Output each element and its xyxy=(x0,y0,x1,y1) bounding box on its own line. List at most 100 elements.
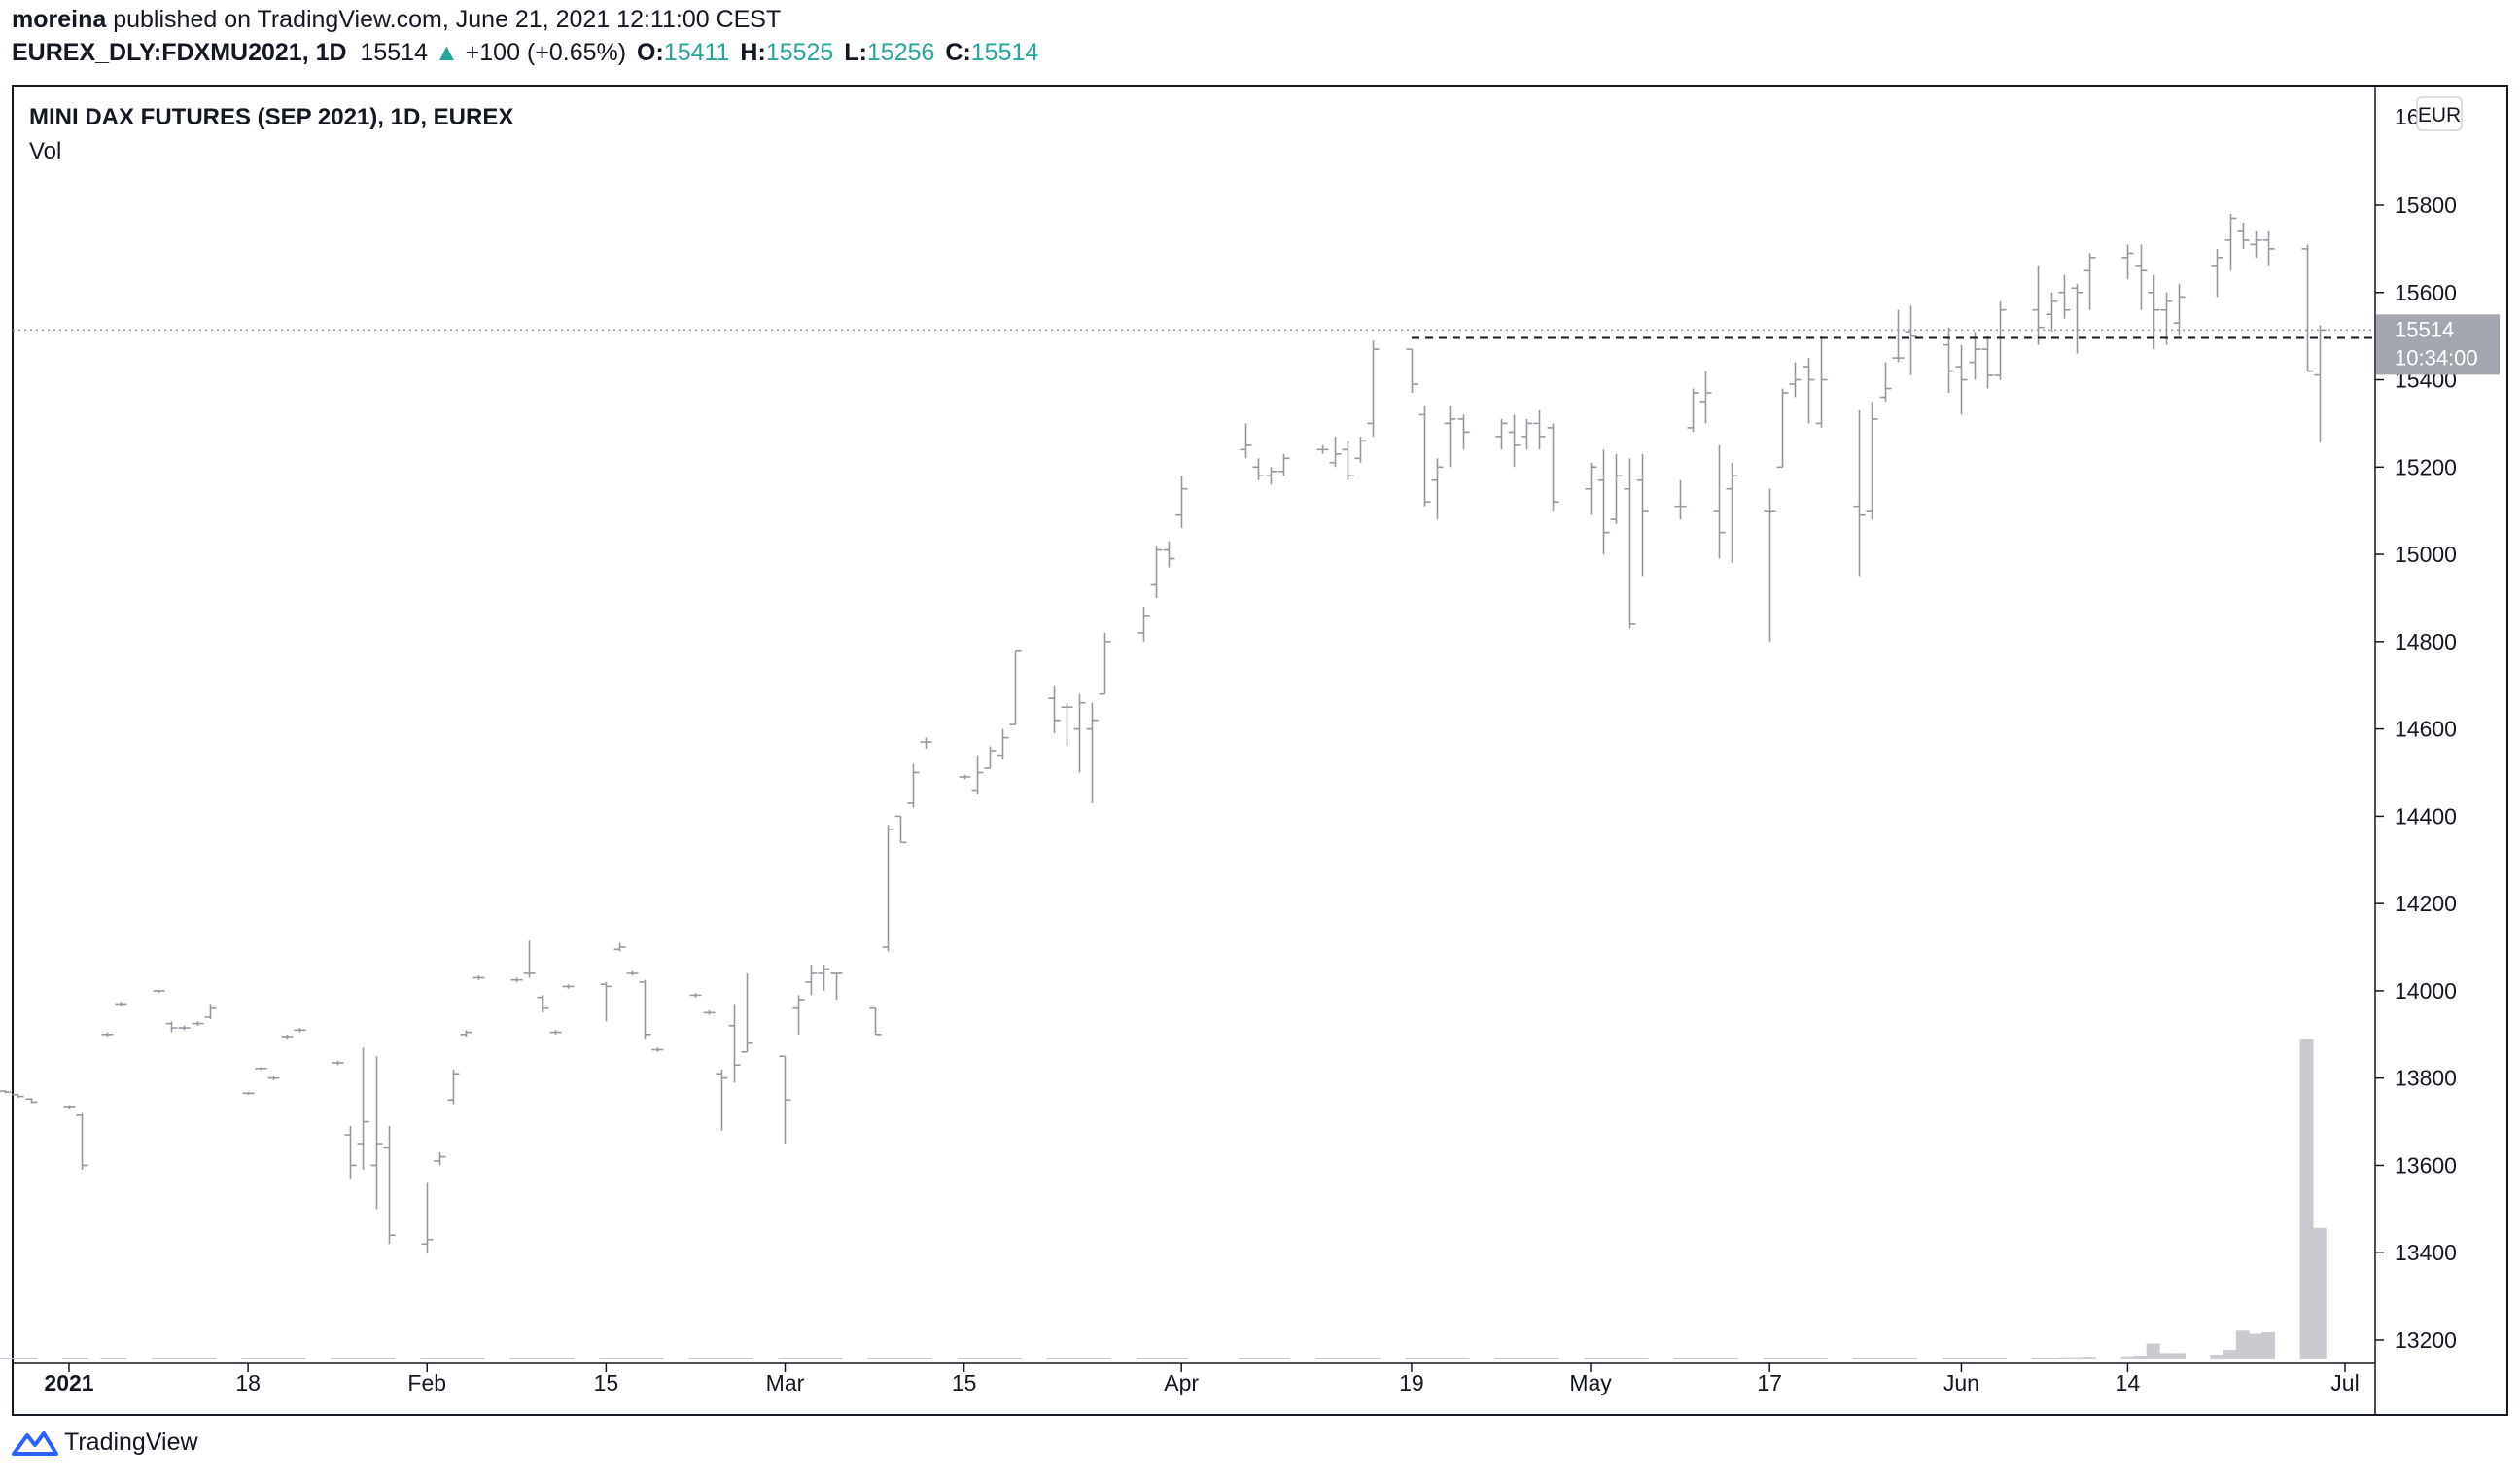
ohlc-bar xyxy=(383,1126,396,1245)
time-tick-label: 2021 xyxy=(44,1370,93,1395)
ohlc-bar xyxy=(1048,685,1061,734)
ohlc-bar xyxy=(63,1105,76,1110)
volume-bar xyxy=(0,1358,13,1359)
ohlc-bar xyxy=(204,1004,217,1020)
ohlc-bar xyxy=(2314,325,2327,443)
volume-bar xyxy=(649,1358,664,1359)
volume-bar xyxy=(1877,1358,1892,1359)
ohlc-bar xyxy=(1265,467,1278,485)
volume-bar xyxy=(202,1358,217,1359)
volume-bar xyxy=(701,1358,716,1359)
ohlc-bar xyxy=(830,972,843,1000)
volume-bar xyxy=(292,1358,306,1359)
ohlc-bar xyxy=(357,1047,369,1170)
volume-bar xyxy=(2146,1343,2160,1359)
high-value: 15525 xyxy=(765,39,834,66)
volume-bar xyxy=(2120,1356,2135,1359)
ohlc-bar xyxy=(1073,693,1086,773)
volume-bar xyxy=(1071,1358,1086,1359)
ohlc-bar xyxy=(1636,453,1649,577)
volume-bar xyxy=(560,1358,575,1359)
ohlc-bar xyxy=(1815,335,1828,428)
volume-bar xyxy=(2044,1358,2058,1359)
volume-bar xyxy=(1085,1358,1100,1359)
volume-bar xyxy=(867,1358,882,1359)
low-label: L: xyxy=(844,39,867,66)
ohlc-bar xyxy=(472,975,485,980)
volume-bar xyxy=(100,1358,115,1359)
ohlc-bar xyxy=(2148,274,2160,350)
volume-bar xyxy=(368,1358,383,1359)
tradingview-logo-icon xyxy=(12,1428,58,1457)
ohlc-bar xyxy=(1086,702,1099,803)
ohlc-bar xyxy=(549,1030,562,1035)
volume-bar xyxy=(1046,1358,1061,1359)
volume-bar xyxy=(1507,1358,1522,1359)
ohlc-bar xyxy=(510,977,523,982)
volume-bar xyxy=(1788,1358,1802,1359)
ohlc-bar xyxy=(344,1126,357,1179)
ohlc-bar xyxy=(1687,388,1699,433)
footer-brand[interactable]: TradingView xyxy=(12,1428,198,1457)
time-axis[interactable]: 2021 18 Feb 15 Mar 15 Apr 19 May 17 Jun 14 Jul xyxy=(44,1363,2360,1395)
volume-bar xyxy=(996,1358,1010,1359)
volume-bar xyxy=(1967,1358,1981,1359)
volume-bar xyxy=(1443,1358,1457,1359)
ohlc-bar xyxy=(12,1093,24,1098)
ohlc-bar xyxy=(2173,283,2186,336)
volume-bar xyxy=(2312,1227,2327,1359)
price-tick-label: 15000 xyxy=(2395,542,2457,567)
volume-bar xyxy=(726,1358,741,1359)
ohlc-bar xyxy=(600,981,612,1022)
ohlc-bar xyxy=(1866,401,1878,520)
volume-bar xyxy=(790,1358,805,1359)
ohlc-bar xyxy=(651,1047,664,1052)
ohlc-bar xyxy=(1585,462,1597,515)
volume-bar xyxy=(1366,1358,1381,1359)
volume-bar xyxy=(1520,1358,1534,1359)
volume-bar xyxy=(2069,1357,2083,1359)
time-tick-label: Apr xyxy=(1164,1370,1199,1395)
volume-bar xyxy=(1992,1358,2007,1359)
volume-label: Vol xyxy=(29,138,61,164)
ohlc-bar xyxy=(639,979,651,1040)
volume-bar xyxy=(1341,1358,1355,1359)
volume-bar xyxy=(343,1358,358,1359)
currency-badge[interactable]: EUR xyxy=(2416,96,2463,131)
ohlc-bar xyxy=(1981,335,1994,389)
ohlc-bar xyxy=(613,942,626,952)
ohlc-bar xyxy=(2083,253,2096,310)
volume-bar xyxy=(1865,1358,1879,1359)
volume-bar xyxy=(2082,1357,2096,1359)
volume-bar xyxy=(1801,1358,1815,1359)
volume-bar xyxy=(1775,1358,1790,1359)
volume-bar xyxy=(1238,1358,1252,1359)
ohlc-bar xyxy=(178,1025,191,1031)
volume-bar xyxy=(1264,1358,1278,1359)
volume-bar xyxy=(2133,1356,2148,1359)
ohlc-bar xyxy=(1853,409,1866,577)
volume-bar xyxy=(1418,1358,1432,1359)
ohlc-bar xyxy=(1418,406,1431,507)
ohlc-bar xyxy=(728,1004,741,1083)
ohlc-bar xyxy=(1342,441,1354,480)
ohlc-bar xyxy=(920,737,932,749)
volume-bar xyxy=(1942,1358,1956,1359)
ohlc-bar xyxy=(1431,458,1444,520)
ohlc-bar xyxy=(267,1076,280,1080)
volume-bar xyxy=(420,1358,435,1359)
ohlc-bar xyxy=(1547,423,1559,512)
symbol-label: EUREX_DLY:FDXMU2021, 1D xyxy=(12,39,347,66)
volume-bar xyxy=(1545,1358,1559,1359)
time-tick-label: Mar xyxy=(766,1370,805,1395)
open-value: 15411 xyxy=(663,39,730,66)
volume-bar xyxy=(1328,1358,1343,1359)
author-name[interactable]: moreina xyxy=(12,6,107,33)
price-axis[interactable]: 13200 13400 13600 13800 14000 14200 14400 14600… xyxy=(2375,193,2457,1353)
ohlc-bar xyxy=(1354,436,1367,463)
volume-bar xyxy=(1148,1358,1163,1359)
ohlc-bar xyxy=(984,746,997,769)
volume-bar xyxy=(1979,1358,1994,1359)
volume-bar xyxy=(1622,1358,1636,1359)
